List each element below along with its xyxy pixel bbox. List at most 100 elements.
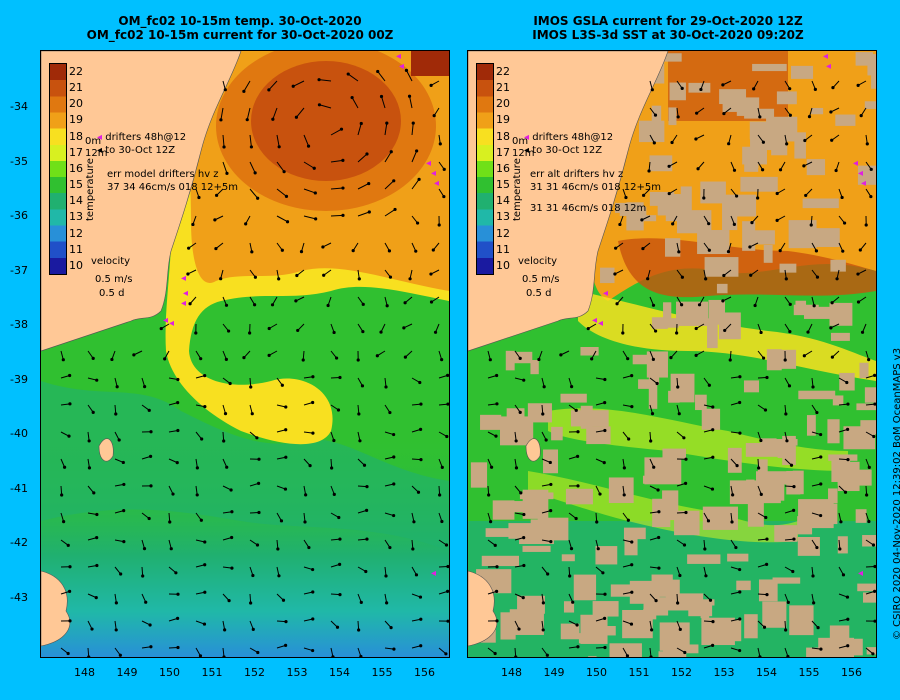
current-arrow-head [738, 590, 742, 594]
current-arrow-head [326, 303, 330, 308]
current-arrow-head [811, 574, 815, 578]
current-arrow-head [576, 645, 580, 649]
missing-data-patch [649, 155, 673, 172]
current-arrow-head [222, 655, 226, 657]
current-arrow-head [813, 87, 817, 91]
current-arrow-head [388, 410, 392, 415]
current-arrow-head [570, 385, 574, 389]
current-arrow-head [626, 357, 630, 361]
missing-data-patch [481, 555, 519, 567]
missing-data-patch [827, 419, 840, 444]
current-arrow-head [444, 652, 448, 656]
current-arrow [357, 183, 369, 190]
missing-data-patch [638, 379, 654, 389]
current-arrow-head [697, 303, 702, 307]
current-arrow-head [66, 543, 70, 547]
current-arrow-head [518, 410, 522, 414]
current-arrow-head [267, 88, 271, 92]
drifter-marker: ◂ [396, 51, 401, 62]
current-arrow-head [846, 617, 850, 621]
drifter-marker-icon: ◂ [97, 132, 103, 143]
current-arrow-head [614, 246, 618, 250]
current-arrow [357, 123, 362, 136]
current-arrow-head [630, 405, 634, 409]
current-arrow-head [257, 481, 261, 485]
colorbar-tick-label: 19 [69, 113, 83, 127]
colorbar-tick-label: 13 [69, 210, 83, 224]
latitude-tick-label: -37 [10, 263, 28, 277]
left-depth-bottom: 12m [85, 148, 108, 159]
right-colorbar [476, 63, 494, 275]
current-arrow-head [122, 540, 126, 544]
current-arrow-head [341, 186, 345, 190]
right-velocity-label: velocity [518, 256, 558, 267]
current-arrow-head [365, 508, 369, 513]
current-arrow-head [186, 272, 190, 276]
current-arrow-head [841, 573, 846, 577]
current-arrow-head [147, 408, 151, 412]
current-arrow-head [115, 385, 119, 389]
missing-data-patch [530, 360, 539, 375]
missing-data-patch [736, 580, 751, 591]
current-arrow-head [575, 454, 580, 458]
current-arrow-head [176, 400, 180, 405]
missing-data-patch [802, 198, 839, 209]
current-arrow [384, 123, 388, 136]
current-arrow-head [722, 273, 726, 278]
current-arrow-head [281, 598, 286, 602]
current-arrow-head [248, 331, 252, 335]
current-arrow-head [68, 565, 72, 569]
missing-data-patch [724, 194, 757, 217]
current-arrow-head [66, 651, 70, 656]
missing-data-patch [610, 584, 642, 597]
missing-data-patch [586, 426, 611, 445]
current-arrow-head [613, 272, 617, 276]
current-arrow-head [792, 537, 796, 541]
current-arrow-head [860, 330, 865, 334]
missing-data-patch [563, 601, 575, 613]
current-arrow-head [230, 510, 234, 514]
current-arrow-head [871, 652, 875, 656]
missing-data-patch [798, 499, 834, 529]
current-arrow-head [431, 248, 435, 252]
current-arrow-head [752, 87, 756, 91]
drifter-marker: ◂ [181, 298, 186, 309]
right-velocity-speed: 0.5 m/s [522, 274, 560, 285]
current-arrow-head [191, 222, 195, 227]
current-arrow-head [418, 380, 422, 385]
current-arrow-head [284, 194, 289, 198]
drifter-marker: ◂ [181, 273, 186, 284]
current-arrow [303, 134, 310, 147]
missing-data-patch [565, 488, 593, 505]
colorbar-tick-label: 12 [496, 226, 510, 240]
missing-data-patch [505, 501, 536, 513]
current-arrow-head [446, 619, 449, 623]
current-arrow-head [568, 574, 572, 578]
current-arrow-head [704, 574, 708, 578]
missing-data-patch [651, 105, 662, 122]
current-arrow-head [625, 654, 630, 657]
current-arrow-head [858, 248, 862, 252]
current-arrow-head [168, 520, 172, 524]
current-arrow-head [295, 273, 299, 278]
current-arrow-head [446, 402, 449, 406]
current-arrow-head [676, 601, 680, 605]
current-arrow-head [735, 464, 739, 468]
cool-eddy-region [41, 381, 449, 551]
current-arrow-head [765, 375, 769, 380]
current-arrow-head [392, 179, 396, 183]
current-arrow-head [843, 490, 848, 494]
mainland-australia [468, 51, 669, 352]
current-arrow-head [707, 248, 711, 252]
drifter-marker: ◂ [823, 51, 828, 62]
credit-label: © CSIRO 2020 04-Nov-2020 12:39:02 BoM Oc… [892, 347, 900, 640]
current-arrow-head [440, 358, 444, 362]
current-arrow-head [841, 249, 845, 253]
current-arrow-head [545, 653, 549, 657]
missing-data-patch [609, 643, 642, 657]
current-arrow-head [596, 547, 600, 551]
current-arrow-head [749, 273, 753, 277]
current-arrow-head [444, 543, 449, 547]
current-arrow-head [615, 302, 619, 306]
missing-data-patch [665, 238, 681, 257]
